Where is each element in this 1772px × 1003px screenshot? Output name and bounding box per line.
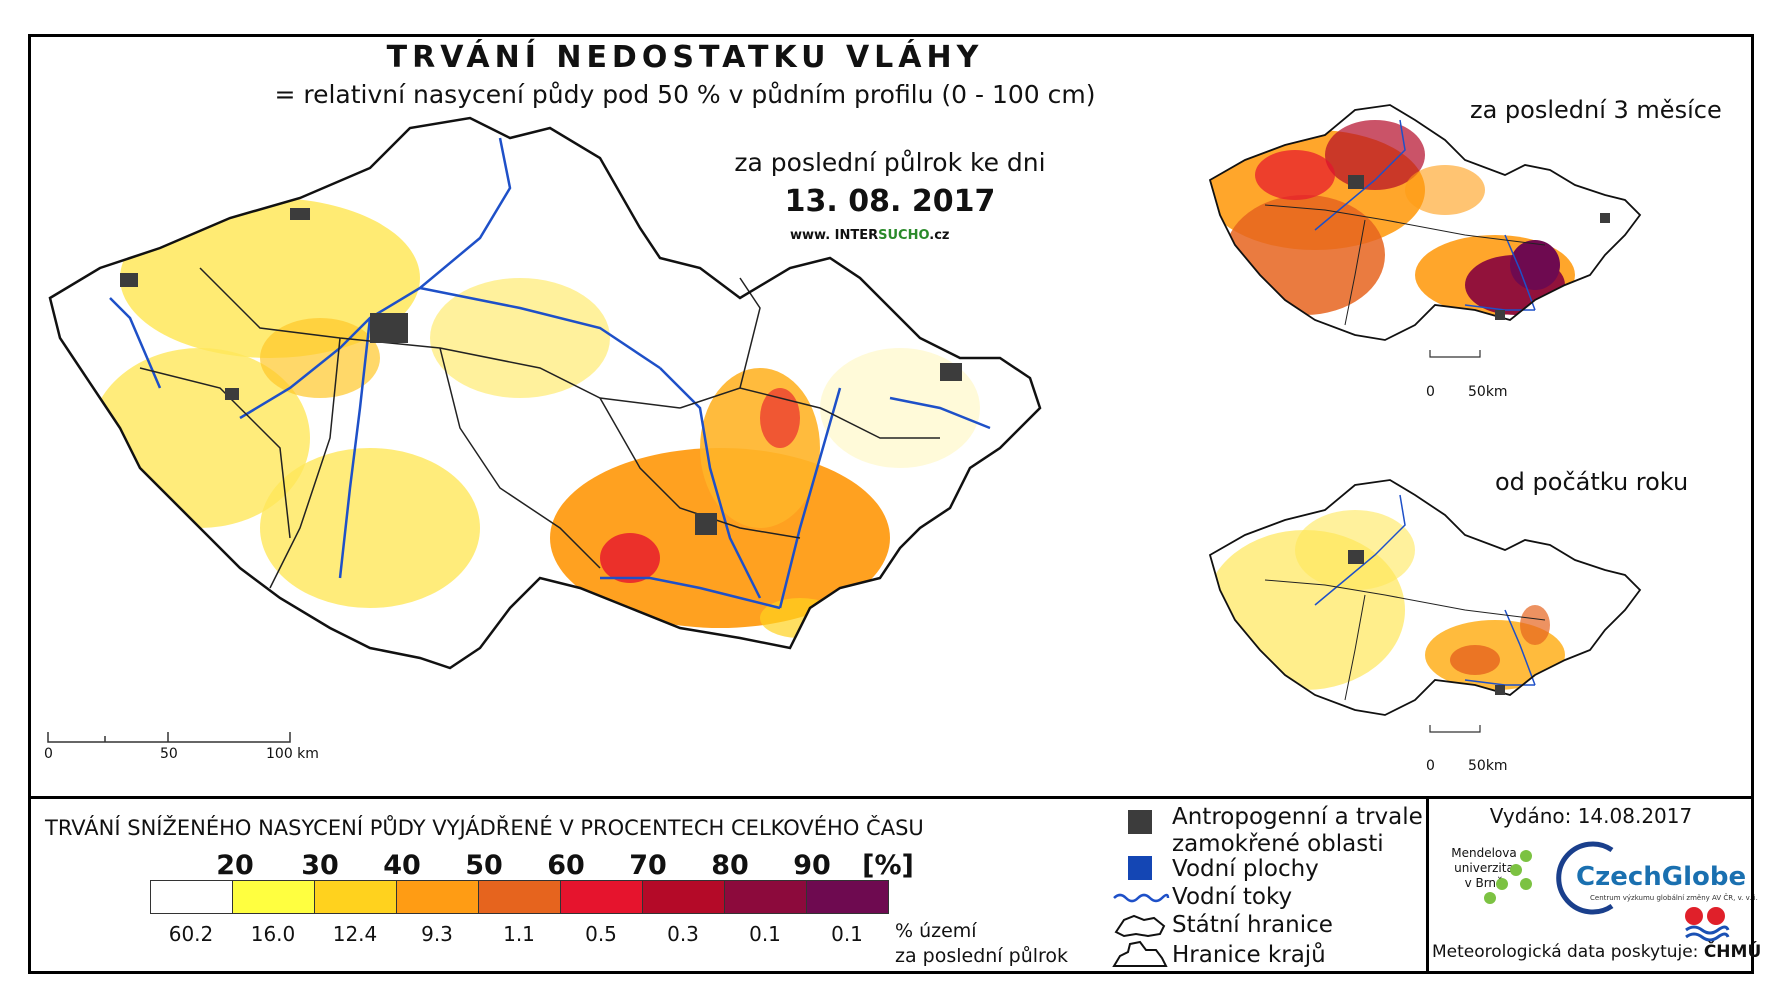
class-break-30: 30 — [301, 850, 339, 881]
legend-state-border: Státní hranice — [1172, 912, 1333, 938]
mendel-university-logo: Mendelova univerzita v Brně — [1451, 846, 1517, 890]
source-url: www. INTERSUCHO.cz — [790, 228, 950, 243]
main-scale-bar — [47, 732, 291, 743]
issued-date: Vydáno: 14.08.2017 — [1489, 804, 1693, 828]
scale-tick-100: 100 km — [266, 746, 319, 762]
area-label-2: za poslední půlrok — [895, 945, 1069, 967]
area-percent-5: 0.5 — [585, 922, 617, 946]
country-border-icon — [1114, 914, 1166, 938]
inset-map-3months — [1208, 104, 1642, 358]
area-percent-4: 1.1 — [503, 922, 535, 946]
color-swatch-6 — [642, 880, 725, 914]
inset-label-year: od počátku roku — [1495, 468, 1689, 496]
scale-tick-0: 0 — [44, 746, 53, 762]
inset1-scale-50: 50km — [1468, 384, 1508, 400]
inset2-scale-50: 50km — [1468, 758, 1508, 774]
meteo-provider-credit: Meteorologická data poskytuje: ČHMÚ — [1432, 942, 1762, 962]
class-break-90: 90 — [793, 850, 831, 881]
inset2-scale-0: 0 — [1426, 758, 1435, 774]
area-percent-1: 16.0 — [250, 922, 296, 946]
class-unit: [%] — [862, 850, 914, 881]
area-percent-0: 60.2 — [168, 922, 214, 946]
area-percent-8: 0.1 — [831, 922, 863, 946]
czechglobe-arc-icon — [1556, 841, 1614, 915]
region-border-icon — [1112, 940, 1168, 967]
area-label-1: % území — [895, 920, 977, 942]
water-body-swatch-icon — [1128, 856, 1152, 880]
color-swatch-5 — [560, 880, 643, 914]
scale-tick-50: 50 — [160, 746, 178, 762]
legend-rivers: Vodní toky — [1172, 884, 1293, 910]
class-break-40: 40 — [383, 850, 421, 881]
inset-label-3months: za poslední 3 měsíce — [1470, 96, 1722, 124]
class-break-80: 80 — [711, 850, 749, 881]
color-swatch-8 — [806, 880, 889, 914]
anthropogenic-swatch-icon — [1128, 810, 1152, 834]
legend-title: TRVÁNÍ SNÍŽENÉHO NASYCENÍ PŮDY VYJÁDŘENÉ… — [45, 816, 924, 840]
legend-separator — [28, 796, 1754, 799]
class-break-60: 60 — [547, 850, 585, 881]
color-swatch-7 — [724, 880, 807, 914]
legend-anthropogenic-1: Antropogenní a trvale — [1172, 804, 1423, 830]
river-line-icon — [1113, 893, 1170, 903]
area-percent-6: 0.3 — [667, 922, 699, 946]
class-break-20: 20 — [216, 850, 254, 881]
date-label: 13. 08. 2017 — [784, 184, 996, 219]
color-swatch-4 — [478, 880, 561, 914]
main-map — [48, 116, 1042, 670]
inset-map-year — [1208, 479, 1642, 733]
czechglobe-subtitle: Centrum výzkumu globální změny AV ČR, v.… — [1590, 894, 1758, 902]
legend-anthropogenic-2: zamokřené oblasti — [1172, 831, 1384, 857]
inset1-scale-0: 0 — [1426, 384, 1435, 400]
class-break-70: 70 — [629, 850, 667, 881]
legend-region-border: Hranice krajů — [1172, 942, 1326, 968]
chmu-logo-icon — [1685, 907, 1730, 942]
area-percent-2: 12.4 — [332, 922, 378, 946]
map-title: TRVÁNÍ NEDOSTATKU VLÁHY — [386, 40, 984, 75]
legend-water-bodies: Vodní plochy — [1172, 856, 1319, 882]
color-swatch-3 — [396, 880, 479, 914]
map-subtitle: = relativní nasycení půdy pod 50 % v půd… — [274, 80, 1096, 109]
czechglobe-logo: CzechGlobe — [1576, 862, 1747, 892]
class-break-50: 50 — [465, 850, 503, 881]
area-percent-7: 0.1 — [749, 922, 781, 946]
period-label: za poslední půlrok ke dni — [734, 148, 1046, 177]
mendel-dots-icon — [1484, 850, 1532, 904]
area-percent-3: 9.3 — [421, 922, 453, 946]
color-swatch-1 — [232, 880, 315, 914]
credits-separator — [1426, 796, 1429, 974]
color-swatch-0 — [150, 880, 233, 914]
color-swatch-2 — [314, 880, 397, 914]
